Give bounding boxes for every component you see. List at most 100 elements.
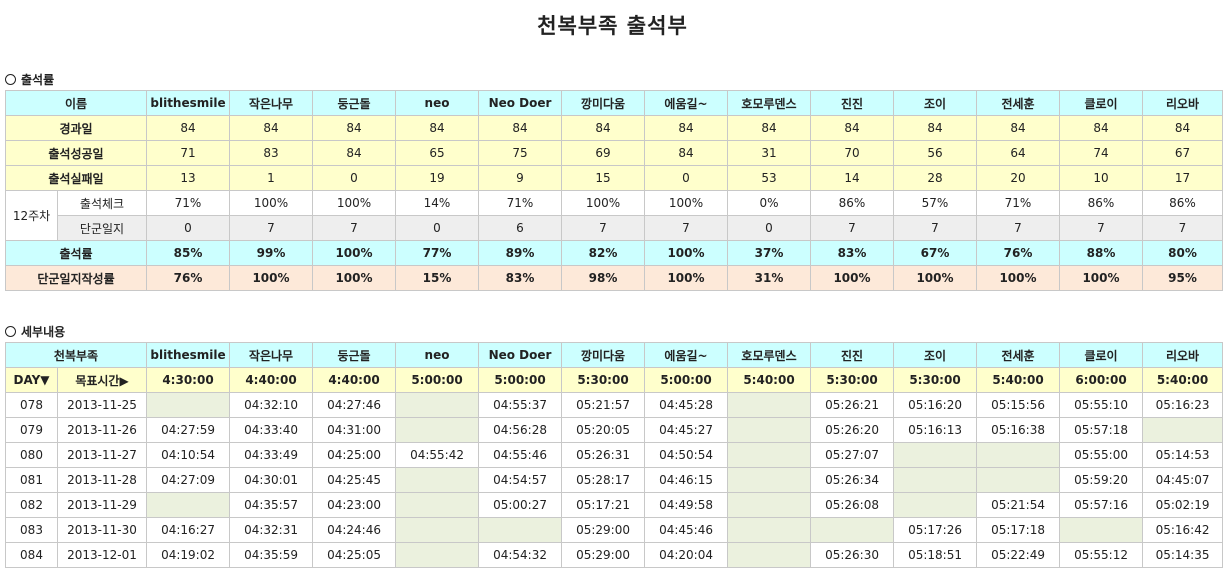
- time-cell: 05:17:26: [893, 517, 978, 543]
- day-cell: 080: [5, 442, 58, 468]
- time-cell: [478, 517, 563, 543]
- member-name: 작은나무: [229, 342, 314, 368]
- value-cell: 7: [1142, 215, 1223, 241]
- time-cell: 04:32:31: [229, 517, 314, 543]
- time-cell: [395, 542, 480, 568]
- value-cell: 65: [395, 140, 479, 166]
- target-time: 4:40:00: [229, 367, 314, 393]
- table-row: 080 2013-11-27 04:10:54 04:33:49 04:25:00 04:…: [5, 442, 1224, 468]
- time-cell: 04:25:05: [312, 542, 397, 568]
- target-row: DAY▼ 목표시간▶ 4:30:00 4:40:00 4:40:00 5:00:00 5:0…: [5, 367, 1224, 393]
- time-cell: 05:26:34: [810, 467, 895, 493]
- time-cell: 04:25:45: [312, 467, 397, 493]
- table-row: 078 2013-11-25 04:32:10 04:27:46 04:55:37 05:…: [5, 392, 1224, 418]
- member-name: 리오바: [1142, 342, 1224, 368]
- time-cell: 05:55:00: [1059, 442, 1144, 468]
- time-cell: 04:31:00: [312, 417, 397, 443]
- time-cell: 04:54:32: [478, 542, 563, 568]
- member-name: 전세훈: [976, 90, 1060, 116]
- table-row: 079 2013-11-26 04:27:59 04:33:40 04:31:00 04:…: [5, 417, 1224, 443]
- value-cell: 84: [395, 115, 479, 141]
- time-cell: 04:33:49: [229, 442, 314, 468]
- page-title: 천복부족 출석부: [537, 14, 688, 38]
- time-cell: 04:45:07: [1142, 467, 1224, 493]
- journal-rate-row: 단군일지작성률 76% 100% 100% 15% 83% 98% 100% 31% 100% 10…: [5, 265, 1223, 291]
- time-cell: [395, 517, 480, 543]
- table-row: 082 2013-11-29 04:35:57 04:23:00 05:00:27 05:…: [5, 492, 1224, 518]
- row-label: 출석률: [5, 240, 147, 266]
- value-cell: 76%: [976, 240, 1060, 266]
- time-cell: [1142, 417, 1224, 443]
- elapsed-row: 경과일 84 84 84 84 84 84 84 84 84 84 84 84 84: [5, 115, 1223, 141]
- time-cell: [893, 467, 978, 493]
- value-cell: 84: [146, 115, 230, 141]
- time-cell: 04:55:37: [478, 392, 563, 418]
- target-time: 5:40:00: [1142, 367, 1224, 393]
- fail-row: 출석실패일 13 1 0 19 9 15 0 53 14 28 20 10 17: [5, 165, 1223, 191]
- value-cell: 84: [810, 115, 894, 141]
- header-row: 천복부족 blithesmile 작은나무 둥근돌 neo Neo Doer 깡미다움 에움길…: [4, 342, 1224, 368]
- time-cell: [727, 442, 812, 468]
- table-row: 083 2013-11-30 04:16:27 04:32:31 04:24:46 05:…: [5, 517, 1224, 543]
- time-cell: 05:18:51: [893, 542, 978, 568]
- day-cell: 081: [5, 467, 58, 493]
- value-cell: 7: [229, 215, 313, 241]
- week-journal-row: 단군일지 0 7 7 0 6 7 7 0 7 7 7 7 7: [6, 215, 1223, 241]
- time-cell: 05:22:49: [976, 542, 1061, 568]
- value-cell: 53: [727, 165, 811, 191]
- attendance-summary-table: 이름 blithesmile 작은나무 둥근돌 neo Neo Doer 깡미다움 에움길~ 호…: [5, 90, 1223, 291]
- member-name: 호모루덴스: [727, 90, 811, 116]
- time-cell: 04:56:28: [478, 417, 563, 443]
- target-time: 5:00:00: [644, 367, 729, 393]
- time-cell: 04:10:54: [146, 442, 231, 468]
- value-cell: 100%: [561, 190, 645, 216]
- time-cell: 05:16:38: [976, 417, 1061, 443]
- member-name: Neo Doer: [478, 342, 563, 368]
- table-row: 081 2013-11-28 04:27:09 04:30:01 04:25:45 04:…: [5, 467, 1224, 493]
- target-time: 5:00:00: [478, 367, 563, 393]
- time-cell: 04:46:15: [644, 467, 729, 493]
- time-cell: [976, 467, 1061, 493]
- target-time: 5:40:00: [727, 367, 812, 393]
- value-cell: 0: [146, 215, 230, 241]
- member-name: 호모루덴스: [727, 342, 812, 368]
- time-cell: 05:00:27: [478, 492, 563, 518]
- member-name: Neo Doer: [478, 90, 562, 116]
- value-cell: 0%: [727, 190, 811, 216]
- day-cell: 079: [5, 417, 58, 443]
- time-cell: 05:26:20: [810, 417, 895, 443]
- time-cell: 04:27:59: [146, 417, 231, 443]
- day-cell: 078: [5, 392, 58, 418]
- time-cell: 04:30:01: [229, 467, 314, 493]
- member-name: 깡미다움: [561, 90, 645, 116]
- value-cell: 100%: [644, 240, 728, 266]
- time-cell: 05:15:56: [976, 392, 1061, 418]
- value-cell: 14%: [395, 190, 479, 216]
- target-time: 6:00:00: [1059, 367, 1144, 393]
- time-cell: 04:50:54: [644, 442, 729, 468]
- time-cell: [395, 467, 480, 493]
- value-cell: 0: [395, 215, 479, 241]
- value-cell: 84: [727, 115, 811, 141]
- value-cell: 0: [727, 215, 811, 241]
- circle-bullet-icon: [5, 326, 16, 337]
- value-cell: 56: [893, 140, 977, 166]
- member-name: 에움길~: [644, 90, 728, 116]
- time-cell: [395, 417, 480, 443]
- value-cell: 0: [644, 165, 728, 191]
- member-name: 진진: [810, 342, 895, 368]
- value-cell: 74: [1059, 140, 1143, 166]
- value-cell: 0: [312, 165, 396, 191]
- value-cell: 84: [312, 115, 396, 141]
- member-name: 둥근돌: [312, 342, 397, 368]
- target-time: 5:30:00: [810, 367, 895, 393]
- member-name: 둥근돌: [312, 90, 396, 116]
- target-time: 5:30:00: [893, 367, 978, 393]
- time-cell: 05:26:30: [810, 542, 895, 568]
- value-cell: 6: [478, 215, 562, 241]
- member-name: neo: [395, 342, 480, 368]
- member-name: 클로이: [1059, 90, 1143, 116]
- time-cell: [810, 517, 895, 543]
- time-cell: 05:20:05: [561, 417, 646, 443]
- member-name: 조이: [893, 90, 977, 116]
